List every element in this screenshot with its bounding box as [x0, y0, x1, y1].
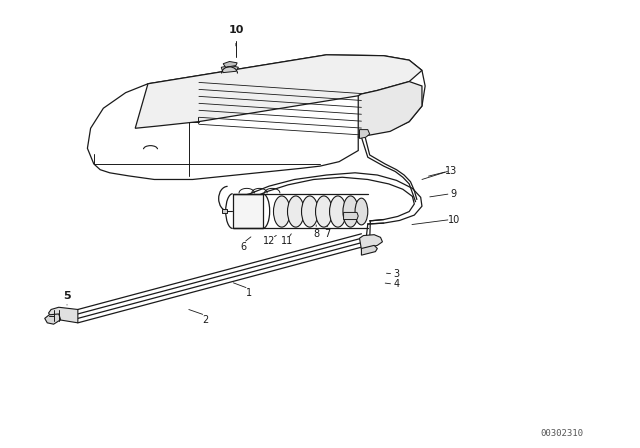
Ellipse shape: [330, 196, 346, 227]
Text: 8: 8: [313, 229, 319, 239]
Text: 6: 6: [241, 242, 246, 252]
Ellipse shape: [273, 196, 290, 227]
Polygon shape: [233, 194, 262, 228]
Ellipse shape: [355, 198, 368, 225]
Text: 13: 13: [445, 167, 457, 177]
Text: 1: 1: [246, 288, 252, 298]
Text: 3: 3: [394, 269, 399, 279]
Polygon shape: [135, 55, 422, 128]
Text: 11: 11: [281, 236, 293, 246]
Polygon shape: [88, 55, 425, 180]
Polygon shape: [222, 209, 227, 213]
Text: 4: 4: [394, 279, 399, 289]
Polygon shape: [360, 129, 370, 138]
Text: 2: 2: [202, 315, 209, 325]
Text: 9: 9: [451, 189, 457, 199]
Polygon shape: [45, 314, 61, 324]
Text: 5: 5: [63, 291, 71, 301]
Text: 00302310: 00302310: [541, 429, 584, 438]
Polygon shape: [49, 307, 78, 323]
Ellipse shape: [301, 196, 318, 227]
Ellipse shape: [343, 196, 358, 227]
Ellipse shape: [287, 196, 304, 227]
Polygon shape: [223, 61, 237, 67]
Polygon shape: [344, 212, 358, 220]
Ellipse shape: [316, 196, 332, 227]
Text: 12: 12: [263, 236, 275, 246]
Polygon shape: [360, 235, 383, 250]
Text: 10: 10: [228, 26, 244, 35]
Polygon shape: [358, 82, 422, 137]
Text: 10: 10: [448, 215, 460, 224]
Polygon shape: [362, 246, 378, 255]
Polygon shape: [221, 65, 239, 73]
Text: 7: 7: [324, 229, 331, 239]
